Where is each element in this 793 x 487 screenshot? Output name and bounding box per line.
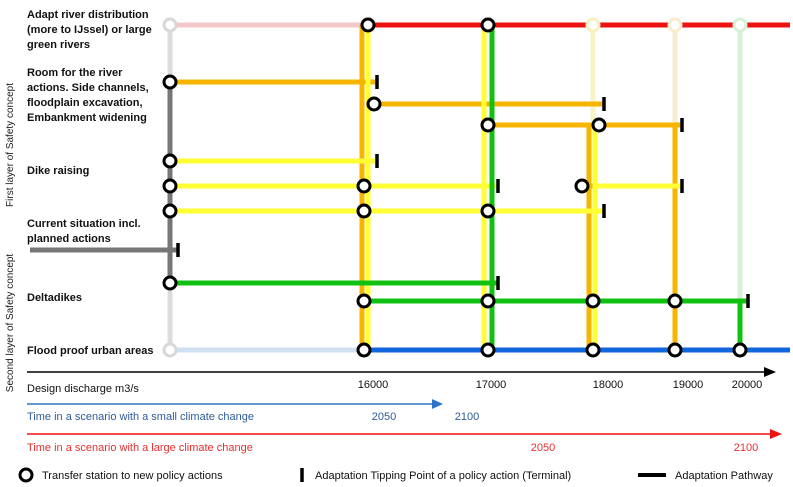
measure-label-deltadikes: Deltadikes [27, 292, 82, 304]
transfer-station [480, 17, 496, 33]
legend-transfer-icon [18, 467, 34, 483]
first-layer-label: First layer of Safety concept [5, 83, 16, 207]
transfer-station-faded [162, 342, 178, 358]
tick-label-18000: 18000 [593, 379, 624, 391]
large-climate-year-2100: 2100 [734, 442, 758, 454]
transfer-station [360, 17, 376, 33]
yellow-tracks [170, 25, 682, 350]
transfer-station [480, 117, 496, 133]
transfer-station [366, 96, 382, 112]
transfer-station [667, 293, 683, 309]
transfer-station [480, 203, 496, 219]
small-climate-label: Time in a scenario with a small climate … [27, 411, 254, 423]
legend-tipping-label: Adaptation Tipping Point of a policy act… [315, 470, 571, 482]
small-climate-year-2100: 2100 [455, 411, 479, 423]
large-climate-year-2050: 2050 [531, 442, 555, 454]
large-climate-arrow [770, 429, 782, 439]
transfer-station [732, 342, 748, 358]
transfer-station [480, 293, 496, 309]
transfer-station [574, 178, 590, 194]
tick-label-16000: 16000 [358, 379, 389, 391]
discharge-axis-arrow [764, 367, 776, 377]
measure-label-dike-raising: Dike raising [27, 165, 89, 177]
transfer-station-faded [732, 17, 748, 33]
transfer-station [667, 342, 683, 358]
discharge-axis-label: Design discharge m3/s [27, 383, 139, 395]
transfer-station [585, 342, 601, 358]
transfer-station [162, 153, 178, 169]
transfer-station [162, 178, 178, 194]
transfer-station [162, 203, 178, 219]
transfer-station-faded [162, 17, 178, 33]
transfer-station [162, 275, 178, 291]
transfer-station [591, 117, 607, 133]
second-layer-label: Second layer of Safety concept [5, 254, 16, 393]
tick-label-19000: 19000 [673, 379, 704, 391]
transfer-station [162, 74, 178, 90]
transfer-station [356, 342, 372, 358]
legend: Transfer station to new policy actions A… [18, 467, 773, 483]
transfer-station [585, 293, 601, 309]
small-climate-year-2050: 2050 [372, 411, 396, 423]
tipping-points [176, 75, 750, 308]
measure-label-room-for-river: Room for the river actions. Side channel… [27, 67, 152, 124]
measure-label-river-distribution: Adapt river distribution (more to IJssel… [27, 9, 155, 51]
measure-label-current-situation: Current situation incl. planned actions [27, 218, 144, 245]
tick-label-17000: 17000 [476, 379, 507, 391]
transfer-station [356, 203, 372, 219]
transfer-station [356, 178, 372, 194]
transfer-station-faded [667, 17, 683, 33]
large-climate-label: Time in a scenario with a large climate … [27, 442, 253, 454]
transfer-stations [162, 17, 748, 358]
transfer-station [480, 342, 496, 358]
transfer-station-faded [585, 17, 601, 33]
transfer-station [356, 293, 372, 309]
legend-transfer-label: Transfer station to new policy actions [42, 470, 223, 482]
tick-label-20000: 20000 [732, 379, 763, 391]
legend-pathway-label: Adaptation Pathway [675, 470, 773, 482]
measure-label-flood-proof: Flood proof urban areas [27, 345, 154, 357]
small-climate-arrow [432, 399, 443, 409]
